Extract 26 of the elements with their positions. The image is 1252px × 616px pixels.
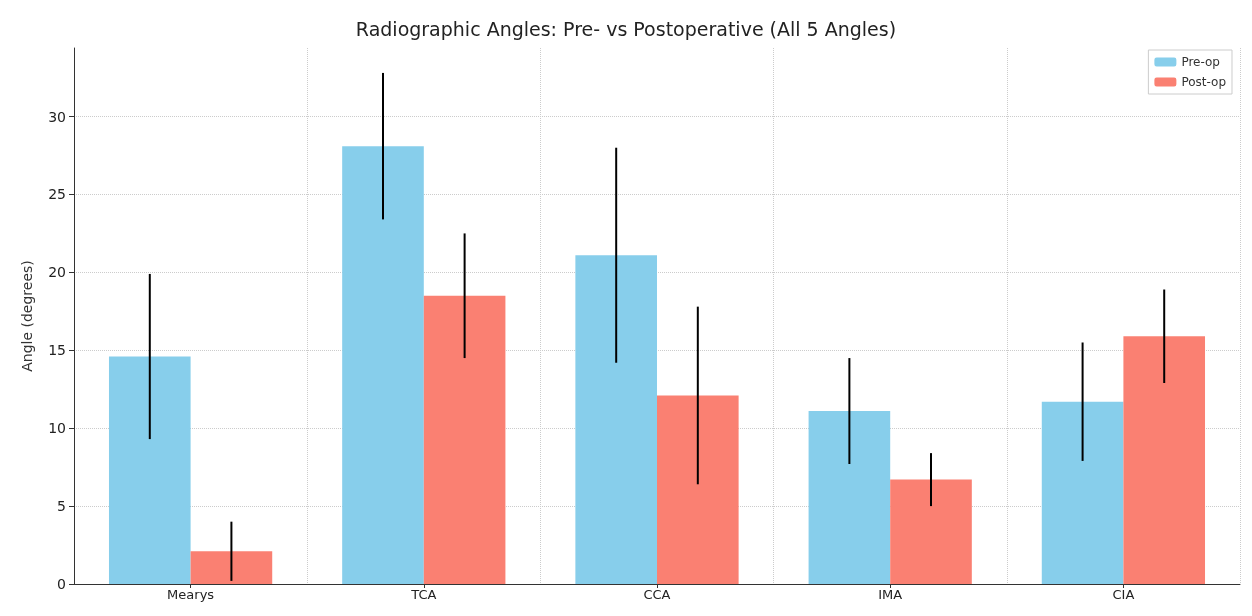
chart-title: Radiographic Angles: Pre- vs Postoperative (All 5 Angles) bbox=[355, 17, 897, 40]
bar bbox=[575, 255, 657, 584]
y-tick-label: 10 bbox=[48, 420, 66, 437]
bar bbox=[423, 295, 506, 584]
y-tick-label: 15 bbox=[48, 342, 66, 359]
bar bbox=[190, 551, 273, 584]
x-tick-label: TCA bbox=[410, 587, 437, 602]
y-tick-label: 25 bbox=[48, 186, 66, 203]
bar bbox=[1123, 336, 1206, 584]
bar bbox=[1041, 401, 1124, 584]
legend-label: Post-op bbox=[1181, 75, 1227, 89]
bar bbox=[342, 146, 424, 584]
y-tick-label: 0 bbox=[57, 576, 66, 592]
legend-label: Pre-op bbox=[1181, 55, 1220, 69]
y-tick-label: 30 bbox=[48, 108, 66, 125]
bar bbox=[657, 395, 739, 584]
bar bbox=[890, 479, 972, 584]
x-tick-label: Mearys bbox=[167, 587, 215, 602]
y-tick-label: 5 bbox=[57, 498, 66, 515]
x-tick-label: CCA bbox=[643, 587, 671, 602]
x-tick-label: IMA bbox=[878, 587, 903, 602]
bar bbox=[808, 411, 891, 584]
x-tick-label: CIA bbox=[1112, 587, 1135, 602]
y-axis-title: Angle (degrees) bbox=[19, 260, 35, 372]
bar bbox=[108, 356, 191, 584]
y-tick-label: 20 bbox=[48, 264, 66, 281]
